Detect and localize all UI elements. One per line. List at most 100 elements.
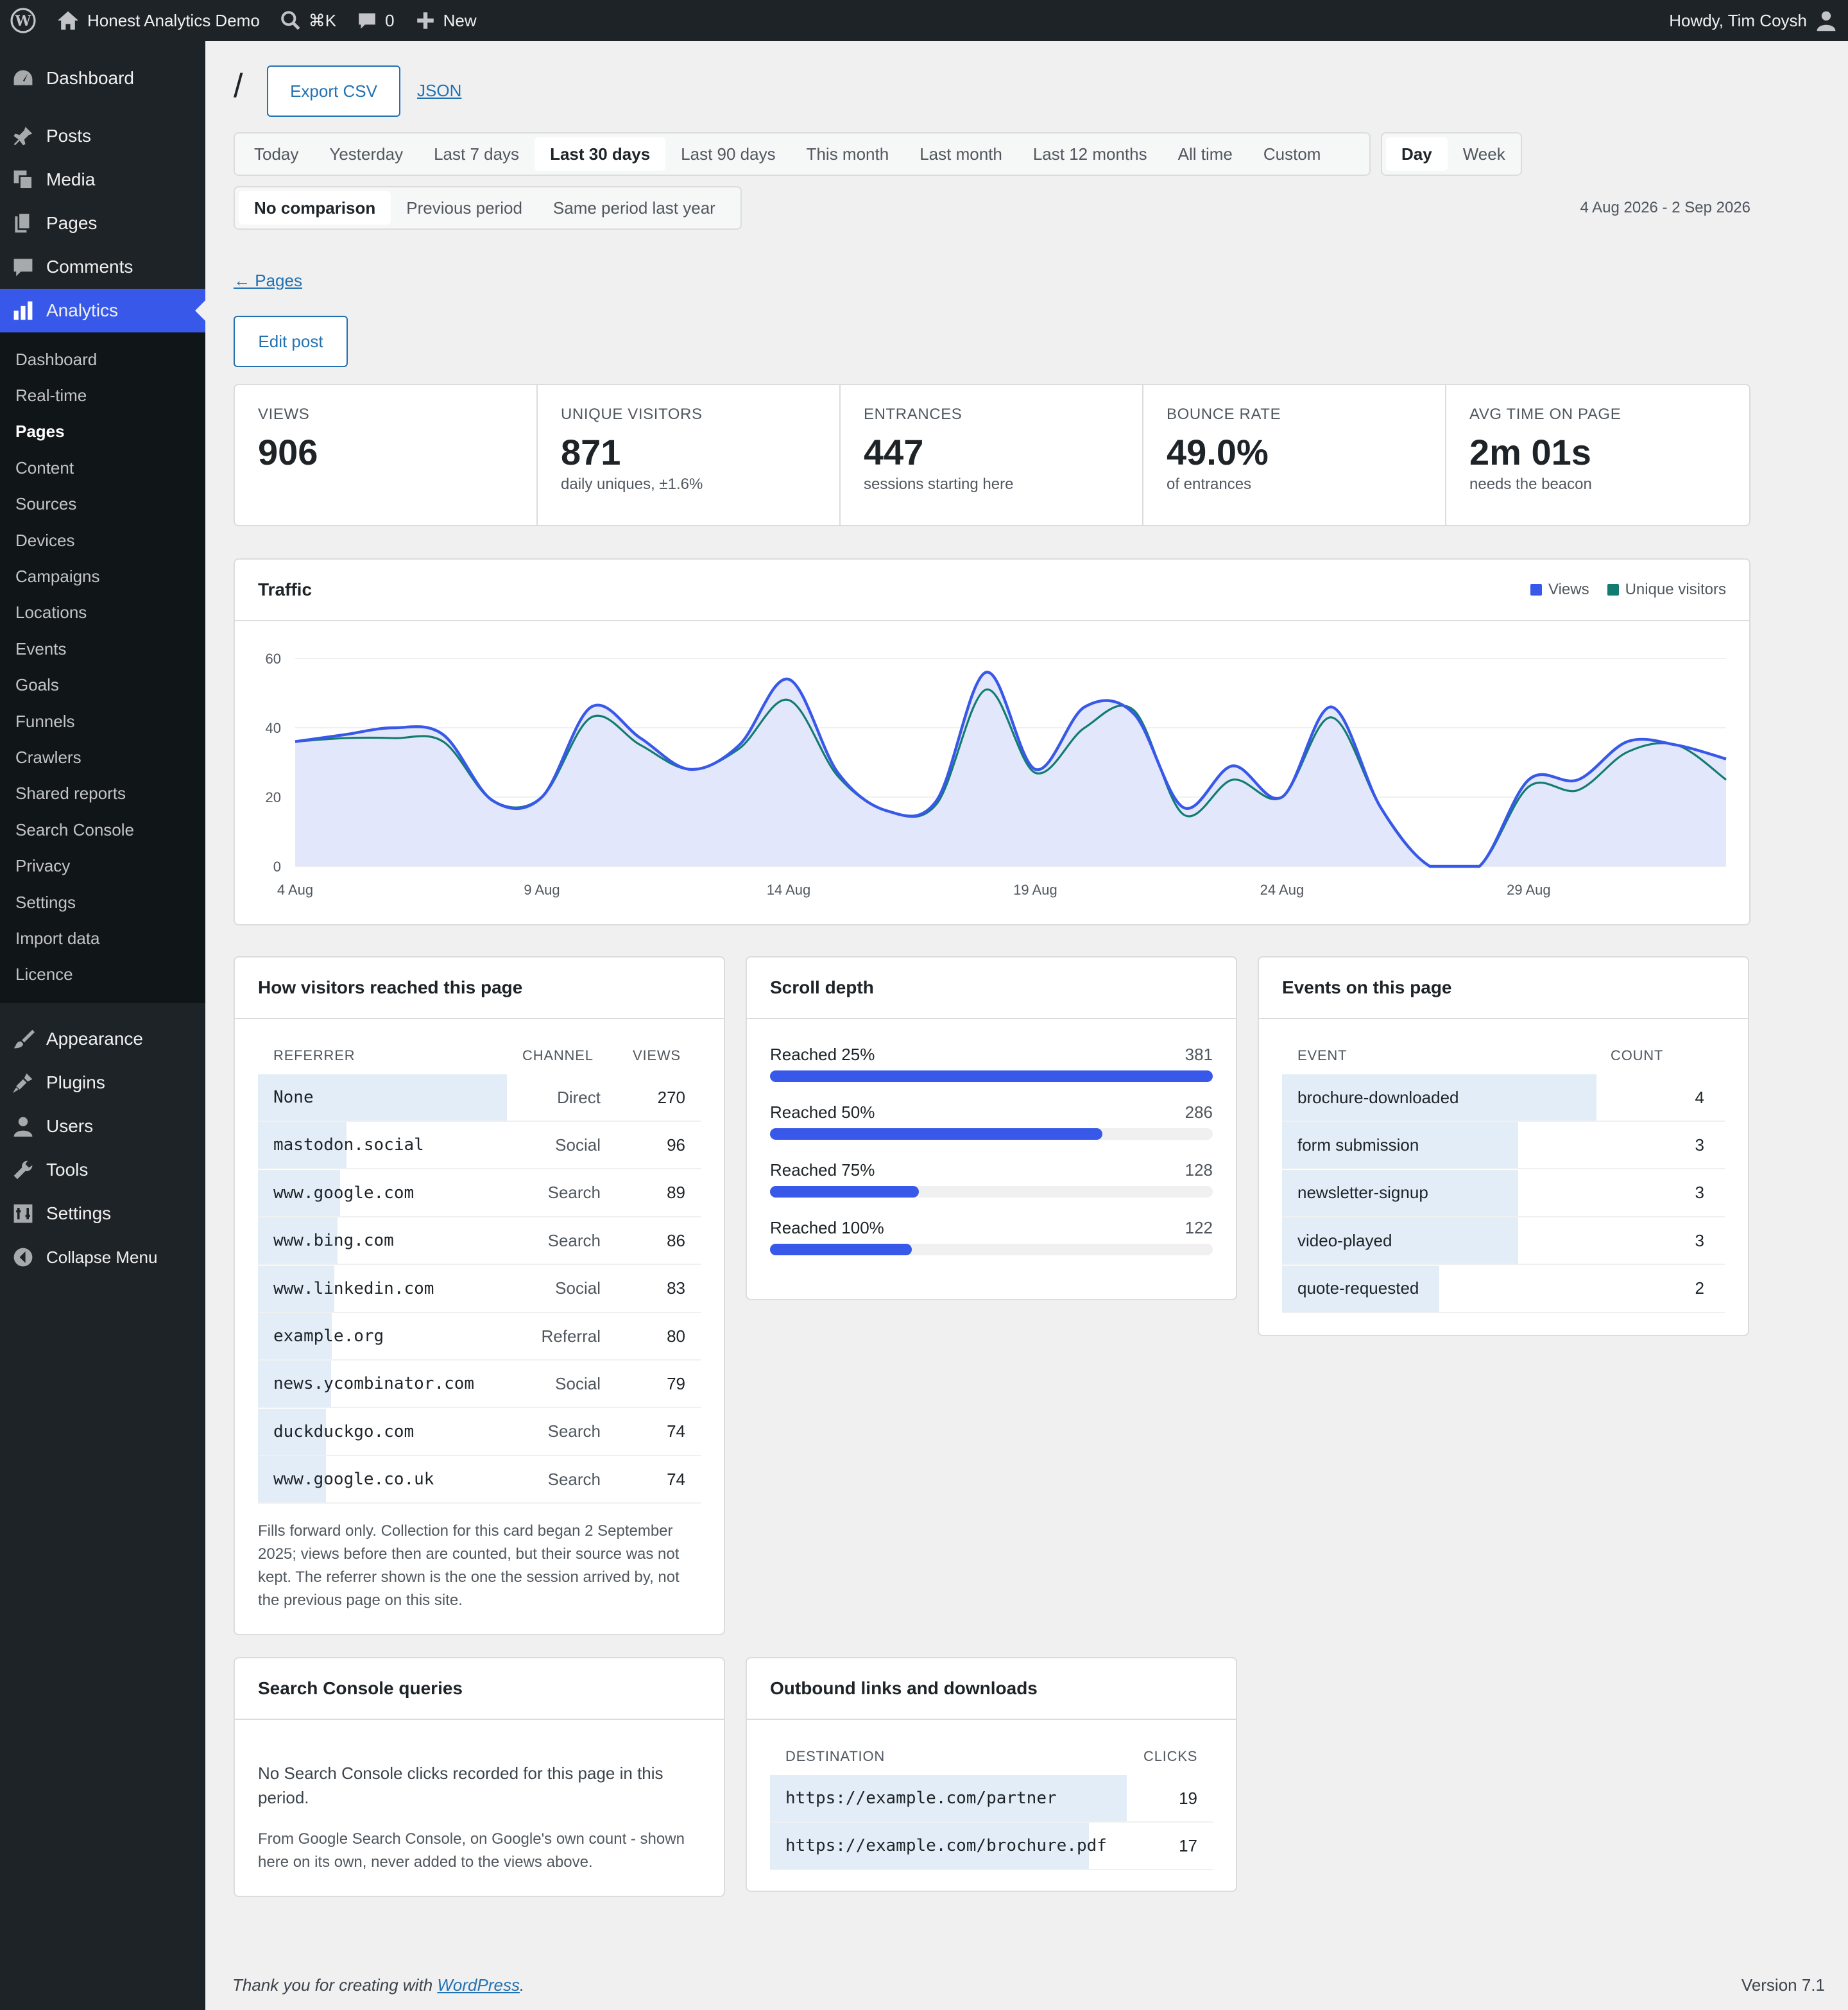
- menu-appearance[interactable]: Appearance: [0, 1017, 205, 1061]
- table-row[interactable]: video-played 3: [1282, 1217, 1725, 1266]
- menu-collapse-label: Collapse Menu: [46, 1247, 158, 1267]
- submenu-item-content[interactable]: Content: [15, 458, 74, 477]
- table-row[interactable]: https://example.com/brochure.pdf 17: [770, 1823, 1213, 1871]
- menu-tools[interactable]: Tools: [0, 1148, 205, 1192]
- table-row[interactable]: www.linkedin.com Social 83: [258, 1265, 701, 1313]
- y-tick-label: 40: [266, 720, 281, 736]
- range-last-month[interactable]: Last month: [920, 144, 1002, 164]
- range-last-30-days[interactable]: Last 30 days: [535, 137, 666, 171]
- table-row[interactable]: brochure-downloaded 4: [1282, 1074, 1725, 1122]
- submenu-item-settings[interactable]: Settings: [15, 892, 76, 912]
- outbound-card: Outbound links and downloads DESTINATION…: [746, 1657, 1237, 1892]
- menu-analytics[interactable]: Analytics: [0, 289, 205, 332]
- submenu-item-campaigns[interactable]: Campaigns: [15, 567, 100, 587]
- submenu-item-devices[interactable]: Devices: [15, 530, 75, 550]
- x-tick-label: 19 Aug: [1013, 882, 1057, 898]
- range-last-90-days[interactable]: Last 90 days: [681, 144, 776, 164]
- comparison-previous-period[interactable]: Previous period: [406, 198, 522, 218]
- range-this-month[interactable]: This month: [806, 144, 889, 164]
- submenu-item-funnels[interactable]: Funnels: [15, 711, 75, 731]
- referrer-column-header: REFERRER: [273, 1047, 355, 1063]
- channel-cell: Search: [547, 1183, 601, 1203]
- table-row[interactable]: www.bing.com Search 86: [258, 1217, 701, 1266]
- traffic-title: Traffic: [258, 580, 312, 599]
- menu-pages[interactable]: Pages: [0, 202, 205, 245]
- range-yesterday[interactable]: Yesterday: [329, 144, 404, 164]
- menu-users[interactable]: Users: [0, 1104, 205, 1148]
- wordpress-link[interactable]: WordPress: [437, 1975, 520, 1995]
- destination-cell: https://example.com/partner: [785, 1789, 1057, 1808]
- views-cell: 79: [667, 1373, 685, 1393]
- stat-avg-time-on-page: AVG TIME ON PAGE 2m 01s needs the beacon: [1446, 385, 1749, 526]
- range-all-time[interactable]: All time: [1177, 144, 1233, 164]
- table-row[interactable]: example.org Referral 80: [258, 1313, 701, 1361]
- menu-collapse[interactable]: Collapse Menu: [0, 1235, 205, 1279]
- submenu-item-sources[interactable]: Sources: [15, 494, 77, 514]
- site-name-link[interactable]: Honest Analytics Demo: [46, 0, 270, 41]
- submenu-item-shared-reports[interactable]: Shared reports: [15, 784, 126, 803]
- menu-media[interactable]: Media: [0, 158, 205, 202]
- menu-dashboard[interactable]: Dashboard: [0, 56, 205, 100]
- submenu-item-goals[interactable]: Goals: [15, 675, 59, 695]
- traffic-card: Traffic Views Unique visitors 0 20 40 60 4 A…: [234, 558, 1750, 925]
- edit-post-button[interactable]: Edit post: [234, 316, 348, 367]
- table-row[interactable]: www.google.com Search 89: [258, 1169, 701, 1217]
- analytics-submenu: Dashboard Real-time Pages Content Source…: [0, 332, 205, 1004]
- range-custom[interactable]: Custom: [1263, 144, 1321, 164]
- submenu-item-locations[interactable]: Locations: [15, 603, 87, 623]
- menu-plugins[interactable]: Plugins: [0, 1061, 205, 1104]
- submenu-item-search-console[interactable]: Search Console: [15, 820, 134, 839]
- brush-icon: [12, 1027, 35, 1051]
- export-csv-button[interactable]: Export CSV: [267, 65, 400, 117]
- granularity-day[interactable]: Day: [1386, 137, 1448, 171]
- comparison-same-period-last-year[interactable]: Same period last year: [552, 198, 715, 218]
- granularity-week[interactable]: Week: [1462, 144, 1505, 164]
- scroll-depth-fill: [770, 1244, 912, 1255]
- table-row[interactable]: duckduckgo.com Search 74: [258, 1408, 701, 1456]
- table-row[interactable]: quote-requested 2: [1282, 1265, 1725, 1313]
- table-row[interactable]: news.ycombinator.com Social 79: [258, 1361, 701, 1409]
- wordpress-logo-icon: W: [10, 8, 36, 33]
- views-cell: 86: [667, 1230, 685, 1250]
- submenu-item-licence[interactable]: Licence: [15, 965, 73, 984]
- submenu-item-import-data[interactable]: Import data: [15, 928, 100, 948]
- table-row[interactable]: https://example.com/partner 19: [770, 1775, 1213, 1823]
- scroll-depth-value: 128: [1185, 1160, 1213, 1180]
- views-cell: 89: [667, 1183, 685, 1203]
- range-today[interactable]: Today: [254, 144, 299, 164]
- back-to-pages-link[interactable]: ← Pages: [234, 271, 302, 290]
- comments-button[interactable]: 0: [346, 0, 404, 41]
- submenu-item-real-time[interactable]: Real-time: [15, 386, 87, 406]
- referrers-table: None Direct 270 mastodon.social Social 96 www.…: [258, 1074, 701, 1504]
- scroll-depth-track: [770, 1244, 1213, 1255]
- search-shortcut-button[interactable]: ⌘K: [270, 0, 346, 41]
- search-console-title: Search Console queries: [235, 1658, 724, 1720]
- menu-analytics-label: Analytics: [46, 300, 119, 320]
- my-account-button[interactable]: Howdy, Tim Coysh: [1659, 0, 1848, 41]
- json-link[interactable]: JSON: [417, 81, 462, 100]
- new-content-button[interactable]: New: [405, 0, 487, 41]
- event-cell: brochure-downloaded: [1297, 1087, 1459, 1107]
- wordpress-logo-button[interactable]: W: [0, 0, 46, 41]
- menu-posts[interactable]: Posts: [0, 114, 205, 158]
- channel-cell: Search: [547, 1230, 601, 1250]
- channel-cell: Social: [555, 1373, 601, 1393]
- range-last-7-days[interactable]: Last 7 days: [434, 144, 520, 164]
- table-row[interactable]: www.google.co.uk Search 74: [258, 1456, 701, 1504]
- dashboard-icon: [12, 67, 35, 90]
- table-row[interactable]: newsletter-signup 3: [1282, 1169, 1725, 1217]
- submenu-item-crawlers[interactable]: Crawlers: [15, 747, 81, 767]
- submenu-item-pages[interactable]: Pages: [15, 422, 65, 442]
- table-row[interactable]: mastodon.social Social 96: [258, 1122, 701, 1170]
- submenu-item-events[interactable]: Events: [15, 639, 67, 658]
- submenu-item-privacy[interactable]: Privacy: [15, 856, 71, 876]
- menu-settings[interactable]: Settings: [0, 1192, 205, 1235]
- referrer-cell: None: [273, 1088, 314, 1107]
- submenu-item-dashboard[interactable]: Dashboard: [15, 349, 98, 369]
- site-name: Honest Analytics Demo: [87, 10, 260, 30]
- range-last-12-months[interactable]: Last 12 months: [1032, 144, 1147, 164]
- comparison-none[interactable]: No comparison: [239, 191, 391, 225]
- table-row[interactable]: None Direct 270: [258, 1074, 701, 1122]
- table-row[interactable]: form submission 3: [1282, 1122, 1725, 1170]
- menu-comments[interactable]: Comments: [0, 245, 205, 289]
